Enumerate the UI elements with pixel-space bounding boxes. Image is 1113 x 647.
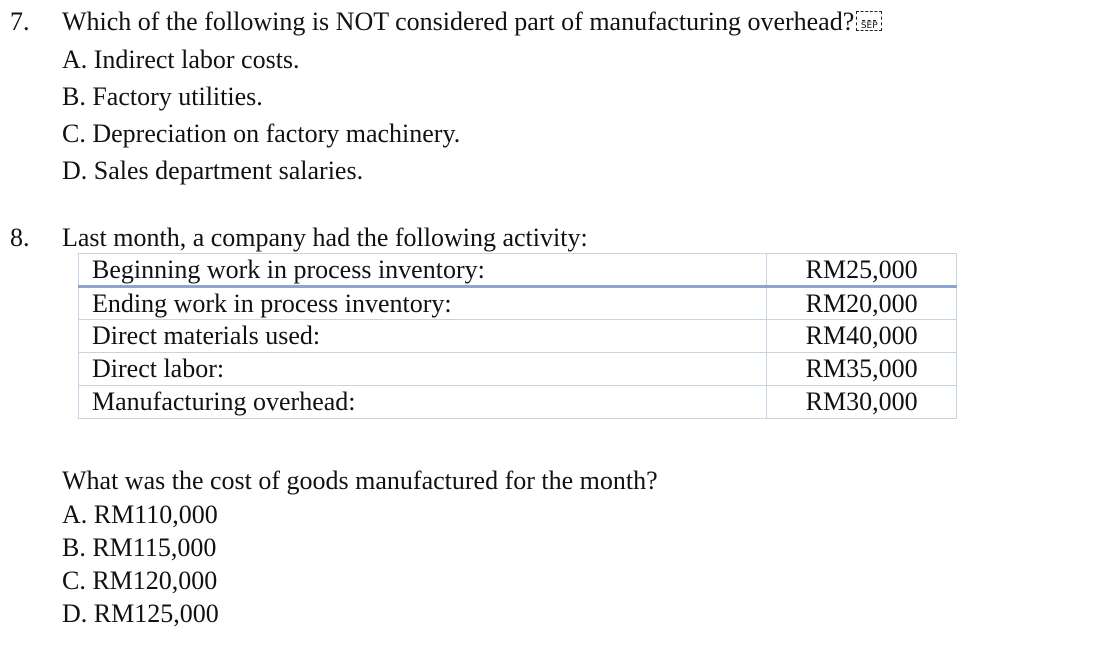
question-7-option-b: B. Factory utilities. — [62, 82, 263, 111]
table-row: Beginning work in process inventory: RM2… — [77, 253, 957, 288]
row-value-beginning-wip: RM25,000 — [766, 253, 957, 288]
sep-glyph-icon: SEP — [856, 11, 883, 31]
question-8-question: What was the cost of goods manufactured … — [62, 466, 658, 495]
row-label-ending-wip: Ending work in process inventory: — [77, 286, 768, 320]
question-8-option-b: B. RM115,000 — [62, 533, 217, 562]
row-label-manufacturing-overhead: Manufacturing overhead: — [77, 385, 768, 419]
table-row: Ending work in process inventory: RM20,0… — [77, 286, 957, 320]
question-8-option-d: D. RM125,000 — [62, 599, 219, 628]
question-7-stem: Which of the following is NOT considered… — [62, 7, 883, 36]
table-row: Manufacturing overhead: RM30,000 — [77, 385, 957, 419]
row-label-beginning-wip: Beginning work in process inventory: — [77, 253, 768, 288]
row-label-direct-materials: Direct materials used: — [77, 319, 768, 353]
question-7-option-c: C. Depreciation on factory machinery. — [62, 119, 461, 148]
question-7-option-d: D. Sales department salaries. — [62, 156, 364, 185]
row-value-direct-labor: RM35,000 — [766, 352, 957, 386]
table-row: Direct materials used: RM40,000 — [77, 319, 957, 353]
question-7-stem-text: Which of the following is NOT considered… — [62, 7, 855, 36]
row-value-manufacturing-overhead: RM30,000 — [766, 385, 957, 419]
row-value-ending-wip: RM20,000 — [766, 286, 957, 320]
row-label-direct-labor: Direct labor: — [77, 352, 768, 386]
question-8-number: 8. — [10, 223, 30, 252]
question-8-option-c: C. RM120,000 — [62, 566, 218, 595]
table-row: Direct labor: RM35,000 — [77, 352, 957, 386]
question-7-option-a: A. Indirect labor costs. — [62, 45, 300, 74]
question-8-option-a: A. RM110,000 — [62, 500, 218, 529]
question-8-stem: Last month, a company had the following … — [62, 223, 588, 252]
question-7-number: 7. — [10, 7, 30, 36]
row-value-direct-materials: RM40,000 — [766, 319, 957, 353]
activity-table: Beginning work in process inventory: RM2… — [77, 253, 957, 419]
